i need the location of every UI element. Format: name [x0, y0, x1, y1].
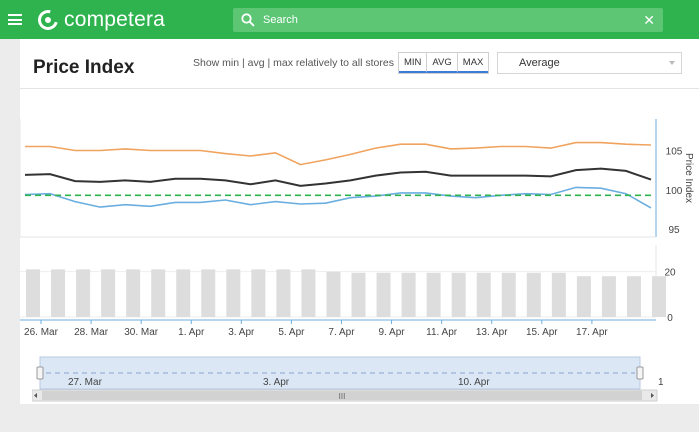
scroll-grip: III [339, 392, 346, 401]
navigator-date-label: 27. Mar [68, 377, 103, 388]
x-tick-label: 26. Mar [24, 327, 59, 338]
close-icon[interactable]: ✕ [643, 12, 655, 28]
brand-name: competera [64, 8, 166, 31]
menu-icon[interactable] [8, 14, 22, 25]
volume-bar [426, 272, 441, 317]
mode-selector: MIN AVG MAX [398, 52, 490, 74]
brand-logo[interactable]: competera [34, 6, 166, 34]
volume-bar [351, 272, 366, 317]
volume-bar [276, 269, 291, 317]
x-tick-label: 28. Mar [74, 327, 109, 338]
scroll-right-arrow-icon [651, 393, 654, 398]
series-line-1 [24, 167, 652, 187]
x-tick-label: 3. Apr [228, 327, 255, 338]
page-title: Price Index [33, 57, 135, 78]
series-line-0 [25, 141, 652, 166]
volume-bar [501, 272, 516, 317]
volume-bar [51, 269, 66, 317]
top-bar: competera ✕ [0, 0, 699, 39]
mode-avg-button[interactable]: AVG [427, 53, 458, 73]
dropdown-value: Average [519, 57, 560, 69]
x-tick-label: 5. Apr [278, 327, 305, 338]
volume-bar [151, 269, 166, 317]
volume-bar [201, 269, 216, 317]
volume-bar [551, 272, 566, 317]
price-index-panel: Price Index Show min | avg | max relativ… [19, 39, 699, 404]
bar-y-tick-20: 20 [664, 268, 676, 279]
volume-bar [301, 269, 316, 317]
volume-bar [476, 272, 491, 317]
volume-bar [576, 276, 591, 317]
mode-min-button[interactable]: MIN [399, 53, 428, 73]
volume-bar [26, 269, 40, 317]
bar-y-tick-0: 0 [667, 313, 673, 324]
x-tick-label: 11. Apr [426, 327, 458, 338]
volume-bar [101, 269, 116, 317]
navigator-left-handle [36, 366, 44, 380]
x-tick-label: 30. Mar [124, 327, 159, 338]
volume-bar [451, 272, 466, 317]
navigator-right-handle [636, 366, 644, 380]
volume-bar [626, 276, 641, 317]
chevron-down-icon [669, 61, 675, 65]
y-axis-label: Price Index [683, 153, 694, 203]
x-tick-label: 15. Apr [526, 327, 558, 338]
volume-bar [652, 276, 666, 317]
volume-bar [126, 269, 141, 317]
logo-icon [34, 6, 62, 34]
volume-bar [76, 269, 91, 317]
search-input[interactable] [263, 8, 633, 32]
range-navigator[interactable]: 27. Mar 3. Apr 10. Apr 17. Apr III [32, 355, 663, 403]
header-divider [20, 88, 699, 89]
mode-hint: Show min | avg | max relatively to all s… [193, 57, 394, 69]
volume-bar [176, 269, 191, 317]
search-icon [241, 13, 255, 27]
x-tick-label: 9. Apr [378, 327, 405, 338]
volume-bar [526, 272, 541, 317]
volume-bar [251, 269, 266, 317]
series-line-2 [24, 186, 652, 209]
x-tick-label: 13. Apr [476, 327, 508, 338]
volume-bar [376, 272, 391, 317]
mode-max-button[interactable]: MAX [457, 53, 489, 73]
scroll-left-arrow-icon [34, 393, 37, 398]
x-tick-label: 1. Apr [178, 327, 205, 338]
y-tick-label-105: 105 [666, 146, 683, 157]
x-axis: 26. Mar 28. Mar 30. Mar 1. Apr 3. Apr 5. Apr 7… [20, 319, 656, 338]
y-tick-label-95: 95 [668, 225, 680, 236]
bar-plot-area: 0 20 [20, 245, 676, 324]
navigator-date-label: 17. Apr [658, 377, 663, 388]
navigator-date-label: 10. Apr [458, 377, 490, 388]
navigator-scroll-thumb [42, 391, 642, 400]
x-tick-label: 7. Apr [328, 327, 355, 338]
search-bar: ✕ [233, 8, 663, 32]
volume-bar [601, 276, 616, 317]
volume-bar [326, 271, 341, 317]
aggregation-dropdown[interactable]: Average [497, 52, 682, 74]
navigator-date-label: 3. Apr [263, 377, 290, 388]
volume-bar [401, 272, 416, 317]
y-tick-label-100: 100 [666, 186, 683, 197]
x-tick-label: 17. Apr [576, 327, 608, 338]
volume-bar [226, 269, 241, 317]
